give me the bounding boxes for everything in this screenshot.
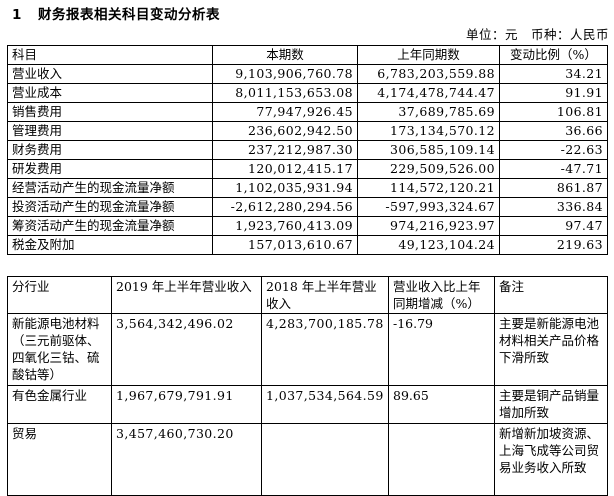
prior-period-cell: 229,509,526.00 <box>357 159 500 179</box>
column-header-change-ratio: 变动比例（%） <box>499 45 608 65</box>
table-row: 税金及附加 157,013,610.67 49,123,104.24 219.6… <box>7 235 608 255</box>
table-row: 筹资活动产生的现金流量净额 1,923,760,413.09 974,216,9… <box>7 216 608 236</box>
change-ratio-cell: 336.84 <box>499 197 608 217</box>
column-header-revenue-2019: 2019 年上半年营业收入 <box>111 276 262 314</box>
prior-period-cell: 306,585,109.14 <box>357 140 500 160</box>
revenue-2018-cell: 1,037,534,564.59 <box>261 385 389 424</box>
current-period-cell: 237,212,987.30 <box>212 140 358 160</box>
current-period-cell: 77,947,926.45 <box>212 102 358 122</box>
revenue-2019-cell: 3,564,342,496.02 <box>111 313 262 386</box>
prior-period-cell: 4,174,478,744.47 <box>357 83 500 103</box>
revenue-2019-cell: 3,457,460,730.20 <box>111 423 262 496</box>
current-period-cell: 236,602,942.50 <box>212 121 358 141</box>
change-ratio-cell: 219.63 <box>499 235 608 255</box>
subject-cell: 研发费用 <box>7 159 213 179</box>
table-row: 新能源电池材料（三元前驱体、四氧化三钴、硫酸钴等） 3,564,342,496.… <box>7 313 608 386</box>
table-row: 营业收入 9,103,906,760.78 6,783,203,559.88 3… <box>7 64 608 84</box>
current-period-cell: 157,013,610.67 <box>212 235 358 255</box>
subject-cell: 财务费用 <box>7 140 213 160</box>
change-ratio-cell: 36.66 <box>499 121 608 141</box>
yoy-change-cell <box>388 423 495 496</box>
current-period-cell: 1,923,760,413.09 <box>212 216 358 236</box>
column-header-yoy-change: 营业收入比上年同期增减（%） <box>388 276 495 314</box>
column-header-current-period: 本期数 <box>212 45 358 65</box>
subject-cell: 投资活动产生的现金流量净额 <box>7 197 213 217</box>
industry-cell: 新能源电池材料（三元前驱体、四氧化三钴、硫酸钴等） <box>7 313 112 386</box>
prior-period-cell: 6,783,203,559.88 <box>357 64 500 84</box>
remark-cell: 新增新加坡资源、上海飞成等公司贸易业务收入所致 <box>494 423 608 496</box>
prior-period-cell: 37,689,785.69 <box>357 102 500 122</box>
remark-cell: 主要是铜产品销量增加所致 <box>494 385 608 424</box>
table-row: 投资活动产生的现金流量净额 -2,612,280,294.56 -597,993… <box>7 197 608 217</box>
table-header-row: 分行业 2019 年上半年营业收入 2018 年上半年营业收入 营业收入比上年同… <box>7 276 608 314</box>
table-row: 管理费用 236,602,942.50 173,134,570.12 36.66 <box>7 121 608 141</box>
column-header-industry: 分行业 <box>7 276 112 314</box>
change-ratio-cell: 91.91 <box>499 83 608 103</box>
prior-period-cell: 974,216,923.97 <box>357 216 500 236</box>
subject-cell: 管理费用 <box>7 121 213 141</box>
subject-cell: 营业收入 <box>7 64 213 84</box>
current-period-cell: 9,103,906,760.78 <box>212 64 358 84</box>
industry-revenue-table: 分行业 2019 年上半年营业收入 2018 年上半年营业收入 营业收入比上年同… <box>7 276 608 496</box>
table-header-row: 科目 本期数 上年同期数 变动比例（%） <box>7 45 608 65</box>
subject-cell: 税金及附加 <box>7 235 213 255</box>
change-ratio-cell: 106.81 <box>499 102 608 122</box>
current-period-cell: 8,011,153,653.08 <box>212 83 358 103</box>
revenue-2018-cell <box>261 423 389 496</box>
revenue-2019-cell: 1,967,679,791.91 <box>111 385 262 424</box>
current-period-cell: -2,612,280,294.56 <box>212 197 358 217</box>
current-period-cell: 1,102,035,931.94 <box>212 178 358 198</box>
table-row: 研发费用 120,012,415.17 229,509,526.00 -47.7… <box>7 159 608 179</box>
yoy-change-cell: -16.79 <box>388 313 495 386</box>
change-ratio-cell: -47.71 <box>499 159 608 179</box>
yoy-change-cell: 89.65 <box>388 385 495 424</box>
table-row: 销售费用 77,947,926.45 37,689,785.69 106.81 <box>7 102 608 122</box>
industry-cell: 有色金属行业 <box>7 385 112 424</box>
remark-cell: 主要是新能源电池材料相关产品价格下滑所致 <box>494 313 608 386</box>
column-header-subject: 科目 <box>7 45 213 65</box>
change-ratio-cell: -22.63 <box>499 140 608 160</box>
industry-cell: 贸易 <box>7 423 112 496</box>
prior-period-cell: -597,993,324.67 <box>357 197 500 217</box>
prior-period-cell: 49,123,104.24 <box>357 235 500 255</box>
table-row: 营业成本 8,011,153,653.08 4,174,478,744.47 9… <box>7 83 608 103</box>
subject-cell: 营业成本 <box>7 83 213 103</box>
change-ratio-cell: 861.87 <box>499 178 608 198</box>
prior-period-cell: 173,134,570.12 <box>357 121 500 141</box>
subject-cell: 筹资活动产生的现金流量净额 <box>7 216 213 236</box>
section-title: 1 财务报表相关科目变动分析表 <box>0 0 614 23</box>
revenue-2018-cell: 4,283,700,185.78 <box>261 313 389 386</box>
table-row: 有色金属行业 1,967,679,791.91 1,037,534,564.59… <box>7 385 608 424</box>
items-change-table: 科目 本期数 上年同期数 变动比例（%） 营业收入 9,103,906,760.… <box>7 45 608 255</box>
column-header-remark: 备注 <box>494 276 608 314</box>
subject-cell: 经营活动产生的现金流量净额 <box>7 178 213 198</box>
subject-cell: 销售费用 <box>7 102 213 122</box>
current-period-cell: 120,012,415.17 <box>212 159 358 179</box>
table-row: 经营活动产生的现金流量净额 1,102,035,931.94 114,572,1… <box>7 178 608 198</box>
change-ratio-cell: 34.21 <box>499 64 608 84</box>
prior-period-cell: 114,572,120.21 <box>357 178 500 198</box>
page-title: 财务报表相关科目变动分析表 <box>38 7 220 23</box>
table-row: 贸易 3,457,460,730.20 新增新加坡资源、上海飞成等公司贸易业务收… <box>7 423 608 496</box>
section-number: 1 <box>12 7 22 23</box>
column-header-prior-period: 上年同期数 <box>357 45 500 65</box>
change-ratio-cell: 97.47 <box>499 216 608 236</box>
unit-currency-note: 单位：元 币种：人民币 <box>465 27 609 42</box>
table-row: 财务费用 237,212,987.30 306,585,109.14 -22.6… <box>7 140 608 160</box>
column-header-revenue-2018: 2018 年上半年营业收入 <box>261 276 389 314</box>
